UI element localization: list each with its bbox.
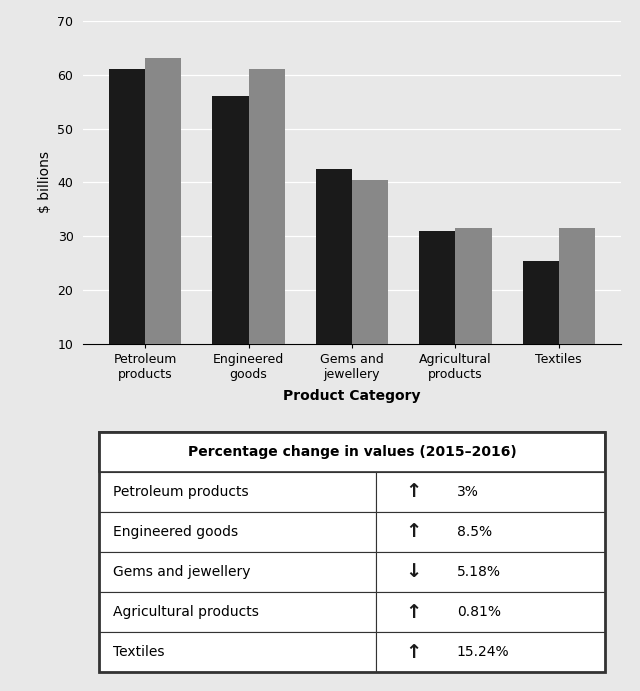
Text: 15.24%: 15.24% [457,645,509,659]
Y-axis label: $ billions: $ billions [38,151,52,214]
Text: 3%: 3% [457,485,479,499]
Bar [99,552,376,592]
Text: Gems and jewellery: Gems and jewellery [113,565,250,579]
Bar [99,592,376,632]
Text: Petroleum products: Petroleum products [113,485,248,499]
Text: 0.81%: 0.81% [457,605,501,619]
Bar [559,228,595,398]
Bar [376,632,605,672]
Bar [419,231,456,398]
Bar [376,552,605,592]
Bar [99,472,376,512]
Bar [456,228,492,398]
Text: ↑: ↑ [406,643,422,661]
Bar [316,169,352,398]
Bar [99,632,376,672]
Text: Engineered goods: Engineered goods [113,525,238,539]
Text: Percentage change in values (2015–2016): Percentage change in values (2015–2016) [188,445,516,459]
Bar [145,59,181,398]
Text: Agricultural products: Agricultural products [113,605,259,619]
Text: ↑: ↑ [406,603,422,621]
Text: ↓: ↓ [406,562,422,582]
Bar [376,512,605,552]
Text: 5.18%: 5.18% [457,565,501,579]
Text: Textiles: Textiles [113,645,164,659]
Text: 8.5%: 8.5% [457,525,492,539]
Bar [376,592,605,632]
Bar [352,180,388,398]
Bar [376,472,605,512]
Bar [523,261,559,398]
Text: ↑: ↑ [406,522,422,542]
Bar [99,512,376,552]
Text: ↑: ↑ [406,482,422,502]
Bar [248,69,285,398]
Bar [109,69,145,398]
Bar [212,96,248,398]
X-axis label: Product Category: Product Category [284,390,420,404]
Bar [99,433,605,472]
